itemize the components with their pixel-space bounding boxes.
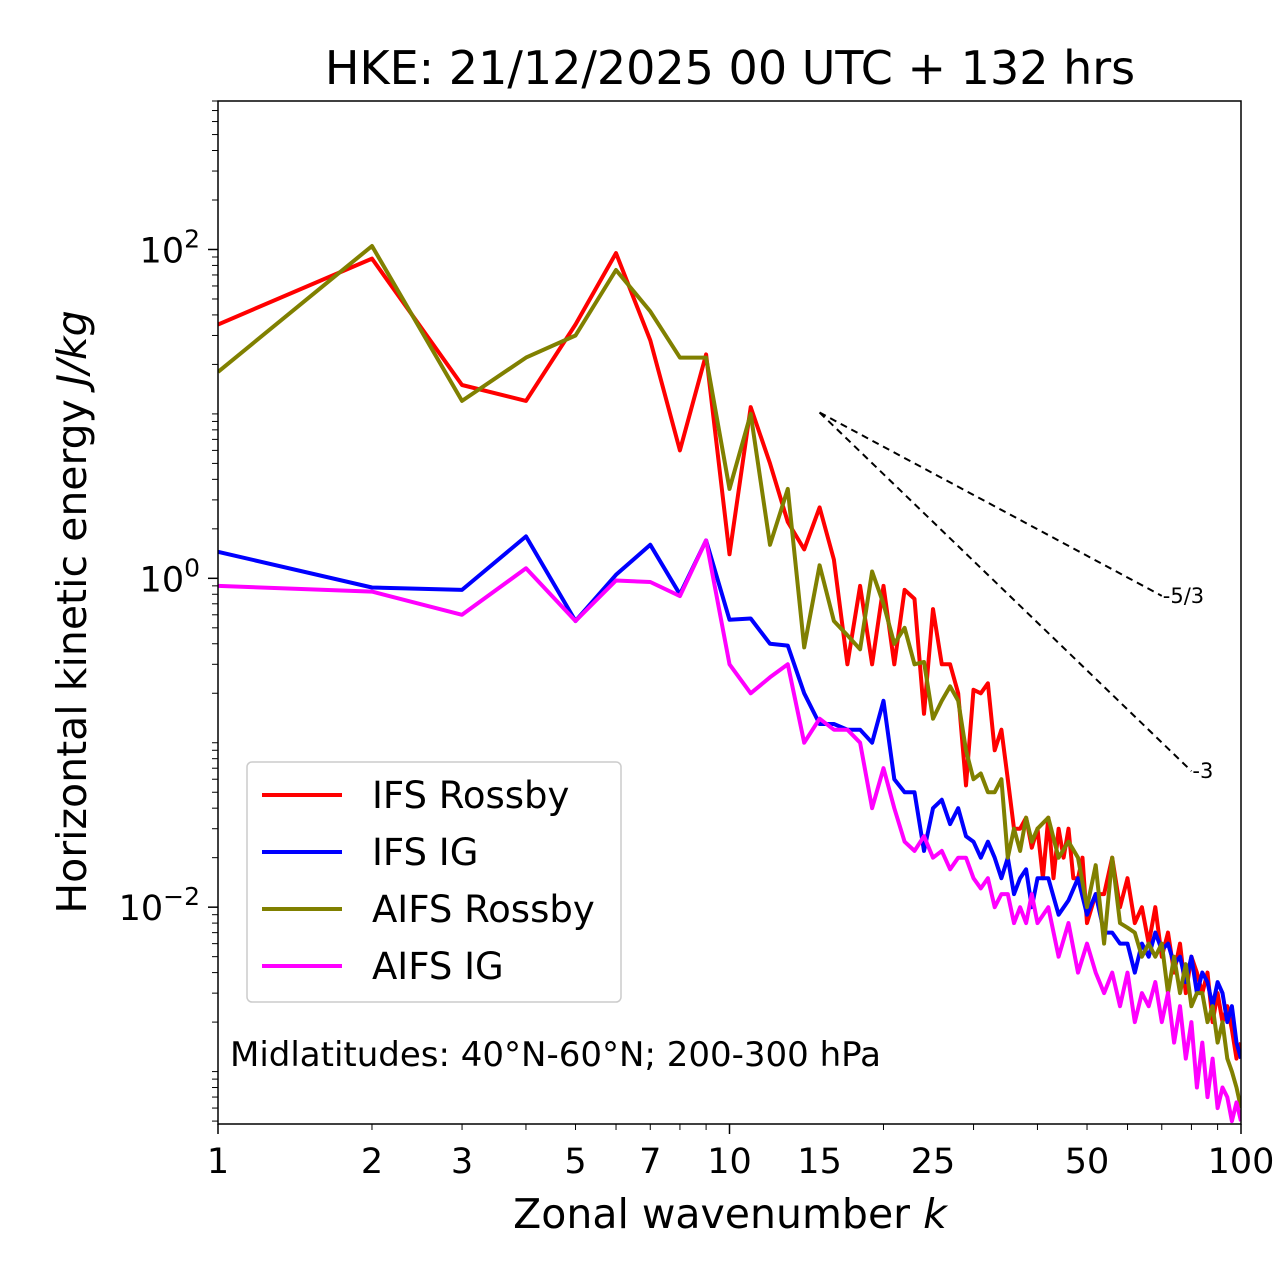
y-axis-label-text: Horizontal kinetic energy	[48, 399, 96, 914]
series-layer	[218, 244, 1241, 1124]
legend-label-aifs-rossby: AIFS Rossby	[372, 888, 595, 931]
reference-slope-line	[819, 411, 1163, 597]
reference-slopes: -5/3 -3	[818, 411, 1213, 783]
legend-label-aifs-ig: AIFS IG	[372, 945, 504, 988]
legend: IFS Rossby IFS IG AIFS Rossby AIFS IG	[246, 761, 622, 1003]
x-tick-label: 3	[451, 1142, 473, 1182]
x-axis-label: Zonal wavenumber k	[513, 1190, 949, 1238]
y-tick-label: 102	[140, 224, 200, 271]
x-tick-label: 1	[207, 1142, 229, 1182]
y-tick-label: 100	[140, 553, 200, 600]
y-tick-label: 10−2	[119, 882, 200, 929]
region-annotation: Midlatitudes: 40°N-60°N; 200-300 hPa	[230, 1035, 881, 1075]
x-tick-label: 2	[361, 1142, 383, 1182]
y-axis-label-units: J/kg	[48, 310, 96, 393]
x-tick-label: 15	[797, 1142, 842, 1182]
series-line-aifs-ig	[218, 538, 1241, 1124]
legend-box	[246, 761, 622, 1003]
x-axis-label-variable: k	[923, 1190, 949, 1238]
x-tick-label: 25	[911, 1142, 956, 1182]
legend-label-ifs-ig: IFS IG	[372, 831, 478, 874]
x-axis-ticks: 1 2 3 5 7 10 15 25 50 100	[207, 1124, 1275, 1182]
x-tick-label: 10	[707, 1142, 752, 1182]
series-line-aifs-rossby	[218, 244, 1241, 1109]
chart-title: HKE: 21/12/2025 00 UTC + 132 hrs	[325, 41, 1135, 95]
reference-slope-line	[818, 411, 1193, 772]
y-axis-ticks: 102 100 10−2	[119, 100, 218, 1122]
x-tick-label: 7	[639, 1142, 661, 1182]
x-axis-label-text: Zonal wavenumber	[513, 1190, 910, 1238]
x-tick-label: 50	[1065, 1142, 1110, 1182]
reference-slope-label: -5/3	[1163, 584, 1204, 608]
x-tick-label: 100	[1208, 1142, 1275, 1182]
x-tick-label: 5	[564, 1142, 586, 1182]
legend-label-ifs-rossby: IFS Rossby	[372, 774, 569, 817]
reference-slope-label: -3	[1192, 759, 1213, 783]
y-axis-label: Horizontal kinetic energy J/kg	[48, 310, 96, 913]
